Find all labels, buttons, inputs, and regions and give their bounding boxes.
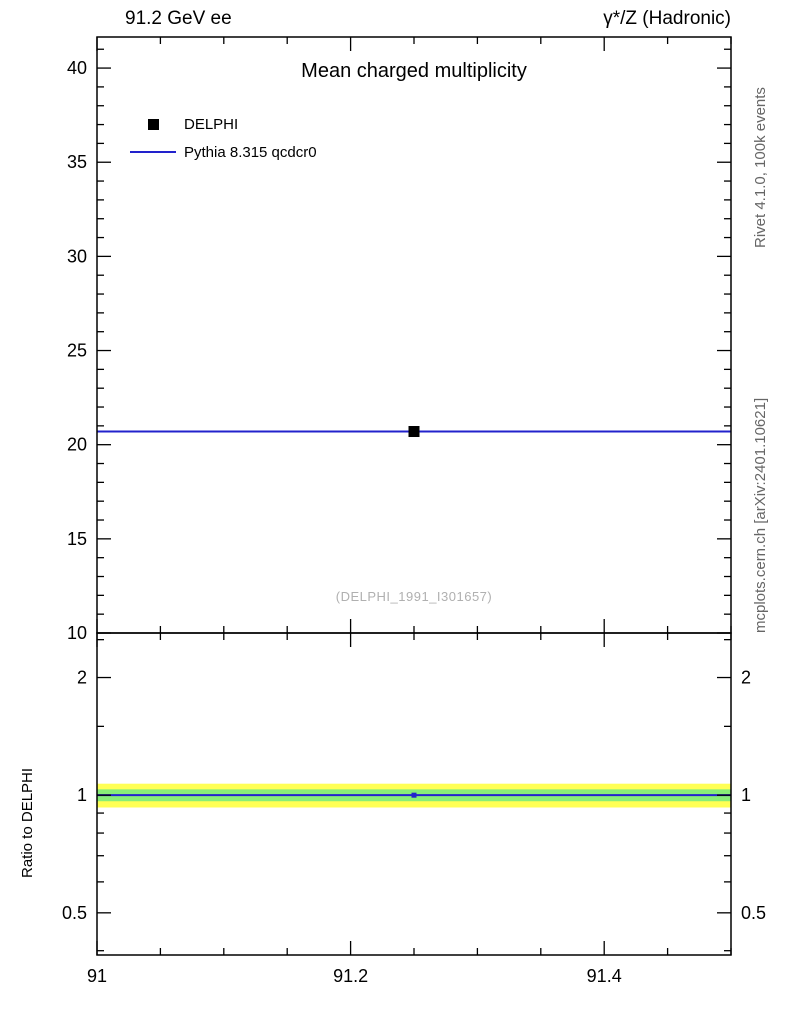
x-axis-tick-label: 91.2 [333, 966, 368, 986]
chart-title: Mean charged multiplicity [301, 60, 527, 82]
x-axis-tick-label: 91.4 [587, 966, 622, 986]
ratio-tick-label-left: 0.5 [62, 903, 87, 923]
line-marker-icon [130, 151, 176, 153]
ratio-tick-label-left: 1 [77, 785, 87, 805]
legend-icon-wrap [130, 151, 176, 153]
square-marker-icon [147, 118, 159, 130]
x-axis-tick-label: 91 [87, 966, 107, 986]
beam-energy-label: 91.2 GeV ee [125, 8, 232, 29]
y-axis-tick-label: 20 [67, 435, 87, 455]
legend-item-pythia: Pythia 8.315 qcdcr0 [130, 138, 317, 166]
ratio-tick-label-right: 2 [741, 668, 751, 688]
analysis-id-watermark: (DELPHI_1991_I301657) [335, 589, 493, 604]
data-point-marker [408, 426, 420, 438]
y-axis-tick-label: 40 [67, 58, 87, 78]
ratio-point-marker [411, 792, 417, 798]
legend-item-delphi: DELPHI [130, 110, 317, 138]
y-axis-tick-label: 30 [67, 246, 87, 266]
ratio-tick-label-right: 1 [741, 785, 751, 805]
rivet-version-label: Rivet 4.1.0, 100k events [752, 87, 769, 248]
legend-label-delphi: DELPHI [184, 115, 239, 133]
legend-label-pythia: Pythia 8.315 qcdcr0 [184, 143, 317, 161]
legend-icon-wrap [130, 118, 176, 130]
ratio-tick-label-right: 0.5 [741, 903, 766, 923]
y-axis-tick-label: 10 [67, 623, 87, 643]
y-axis-tick-label: 35 [67, 152, 87, 172]
y-axis-tick-label: 25 [67, 341, 87, 361]
mcplots-credit-label: mcplots.cern.ch [arXiv:2401.10621] [752, 397, 769, 633]
y-axis-tick-label: 15 [67, 529, 87, 549]
ratio-tick-label-left: 2 [77, 668, 87, 688]
ratio-axis-label: Ratio to DELPHI [19, 767, 36, 878]
legend: DELPHI Pythia 8.315 qcdcr0 [130, 110, 317, 166]
process-label: γ*/Z (Hadronic) [603, 8, 731, 29]
